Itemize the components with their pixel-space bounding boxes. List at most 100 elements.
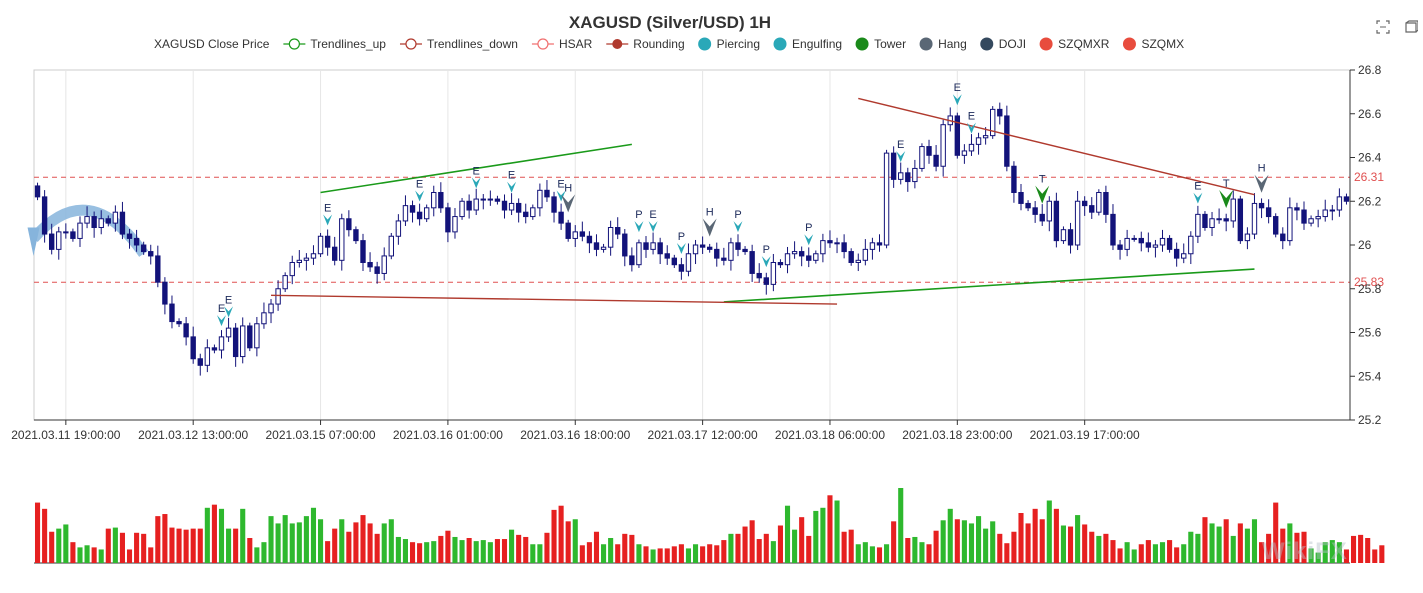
legend-circle-icon — [537, 38, 549, 50]
legend-label: HSAR — [559, 37, 593, 51]
candle-body — [360, 240, 366, 263]
volume-bar — [615, 544, 621, 563]
candle-body — [438, 192, 444, 209]
candle-body — [374, 266, 380, 274]
legend-item[interactable]: Engulfing — [773, 37, 843, 51]
volume-bar — [332, 528, 338, 563]
candle-body — [1251, 202, 1258, 235]
legend-item[interactable]: HSAR — [531, 37, 593, 51]
legend-item[interactable]: Tower — [855, 37, 907, 51]
candle-body — [523, 211, 529, 218]
candle-body — [218, 336, 225, 351]
candle-body — [310, 253, 317, 259]
signal-marker-hang — [702, 218, 717, 237]
candle-body — [1301, 209, 1307, 224]
candle-body — [1343, 196, 1350, 202]
volume-bar — [98, 549, 104, 563]
candle-body — [317, 235, 324, 255]
signal-label: E — [473, 165, 480, 177]
candle-body — [1004, 115, 1010, 167]
volume-bar — [869, 546, 875, 563]
volume-bar — [240, 508, 246, 563]
candle-body — [784, 253, 791, 266]
volume-bar — [1358, 534, 1364, 563]
candle-body — [855, 259, 861, 263]
legend[interactable]: XAGUSD Close Price Trendlines_up Trendline… — [154, 37, 1184, 51]
candle-body — [841, 242, 847, 253]
volume-bar — [1103, 533, 1109, 563]
candle-body — [699, 244, 706, 248]
legend-item[interactable]: Hang — [919, 37, 967, 51]
legend-item[interactable]: DOJI — [980, 37, 1026, 51]
candle-body — [820, 240, 826, 255]
candle-body — [1202, 213, 1208, 228]
candle-body — [622, 233, 628, 257]
candle-body — [1145, 242, 1152, 248]
volume-bar — [1124, 542, 1130, 563]
volume-bar — [105, 528, 111, 563]
x-tick-label: 2021.03.18 23:00:00 — [902, 428, 1012, 442]
legend-item[interactable]: Trendlines_down — [399, 37, 518, 51]
candle-body — [41, 196, 48, 235]
volume-bar — [933, 530, 939, 563]
volume-bar — [1372, 549, 1378, 563]
volume-bar — [1259, 542, 1265, 563]
candle-body — [133, 237, 140, 246]
volume-bar — [1025, 523, 1031, 563]
zoom-icon[interactable] — [1376, 20, 1390, 34]
volume-bar — [424, 542, 430, 563]
volume-bar — [1315, 552, 1321, 563]
candle-body — [1195, 213, 1201, 237]
volume-bar — [466, 538, 472, 563]
volume-bar — [601, 544, 607, 563]
candle-body — [1131, 237, 1137, 240]
volume-bar — [70, 542, 76, 563]
volume-bar — [968, 523, 975, 563]
volume-bar — [608, 538, 614, 563]
legend-item[interactable]: SZQMXR — [1039, 37, 1110, 51]
volume-bar — [763, 533, 769, 563]
candle-body — [968, 143, 975, 152]
legend-item[interactable]: SZQMX — [1122, 37, 1184, 51]
candle-body — [770, 262, 777, 285]
volume-bar — [664, 548, 670, 563]
legend-item[interactable]: XAGUSD Close Price — [154, 37, 270, 51]
trendlines — [271, 97, 1255, 305]
candle-body — [303, 257, 310, 261]
signal-label: E — [324, 203, 331, 215]
y-tick-label: 26.4 — [1358, 151, 1382, 165]
volume-bar — [63, 524, 69, 563]
volume-bar — [1329, 540, 1335, 563]
signal-label: E — [218, 303, 225, 315]
legend-item[interactable]: Trendlines_up — [283, 37, 386, 51]
candle-body — [240, 325, 246, 358]
volume-bar — [1082, 524, 1088, 563]
y-tick-label: 26 — [1358, 238, 1372, 252]
signal-marker-engulfing — [507, 181, 517, 193]
candle-body — [1308, 218, 1314, 224]
candle-body — [862, 248, 869, 261]
candle-body — [586, 235, 593, 244]
volume-bar — [530, 544, 536, 563]
candle-body — [572, 231, 578, 239]
volume-bar — [643, 546, 649, 563]
candle-body — [721, 257, 727, 261]
candle-body — [933, 154, 939, 167]
y-tick-label: 25.2 — [1358, 413, 1382, 427]
volume-bar — [629, 534, 635, 563]
signal-marker-engulfing — [323, 214, 333, 226]
legend-item[interactable]: Rounding — [606, 37, 685, 51]
volume-bar — [1167, 540, 1173, 563]
legend-label: Tower — [874, 37, 906, 51]
x-tick-label: 2021.03.12 13:00:00 — [138, 428, 248, 442]
volume-bar — [657, 548, 663, 563]
volume-bar — [855, 544, 861, 563]
restore-icon[interactable] — [1404, 20, 1419, 34]
legend-item[interactable]: Piercing — [698, 37, 760, 51]
volume-bar — [1018, 513, 1024, 563]
candle-body — [883, 152, 890, 246]
legend-dot-icon — [980, 37, 994, 51]
candle-body — [1280, 233, 1286, 242]
candle-body — [982, 135, 989, 139]
signal-label: P — [763, 244, 770, 256]
